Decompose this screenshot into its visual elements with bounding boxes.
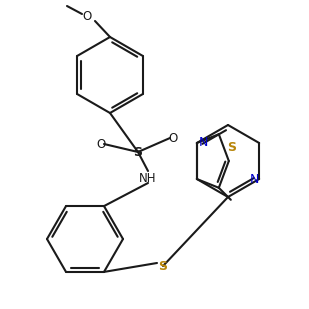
Text: N: N — [249, 172, 259, 185]
Text: O: O — [83, 10, 92, 23]
Text: S: S — [159, 260, 167, 273]
Text: S: S — [133, 146, 142, 159]
Text: NH: NH — [139, 171, 157, 184]
Text: N: N — [199, 136, 209, 149]
Text: S: S — [227, 141, 236, 154]
Text: O: O — [168, 132, 178, 145]
Text: O: O — [96, 138, 106, 150]
